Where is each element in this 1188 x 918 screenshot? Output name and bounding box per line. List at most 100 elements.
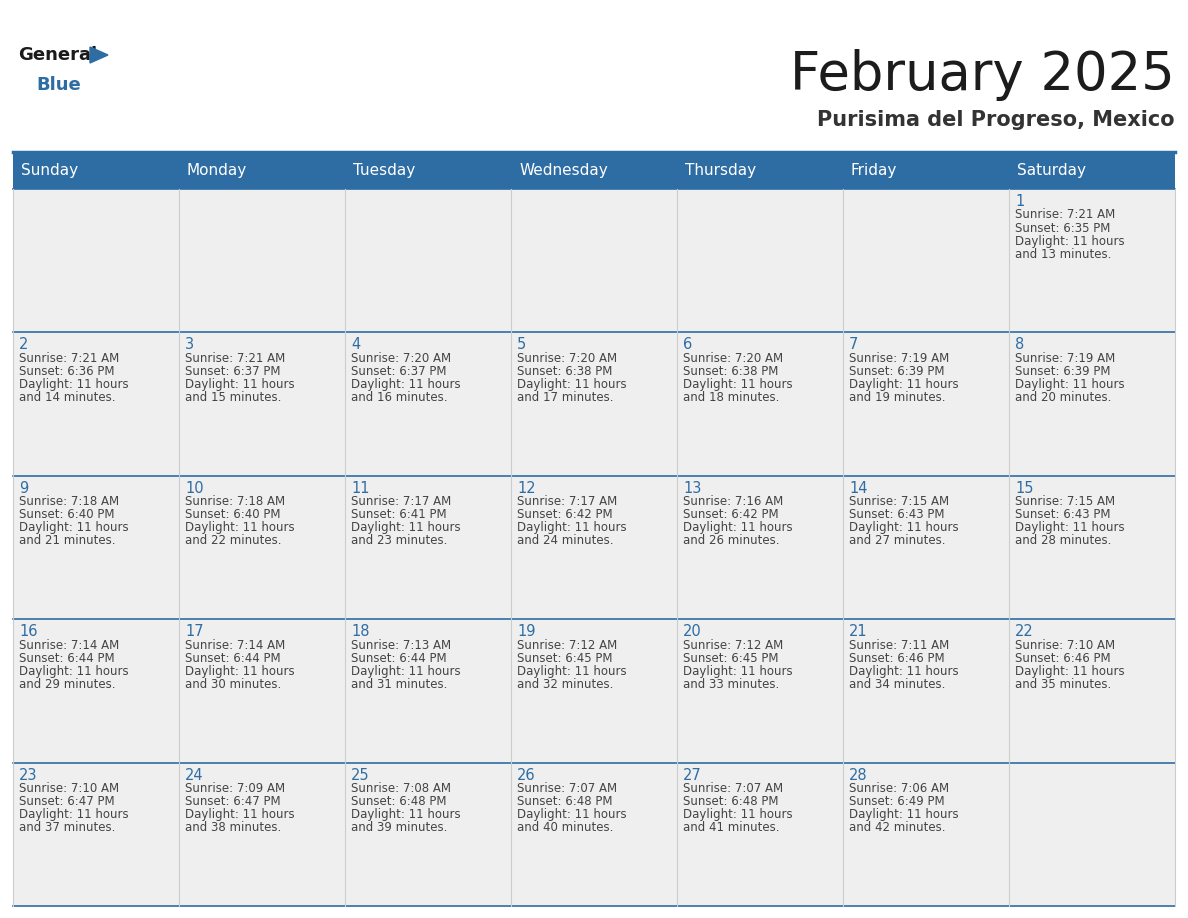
Text: Daylight: 11 hours: Daylight: 11 hours: [1015, 234, 1125, 248]
Bar: [511, 189, 677, 332]
Text: 7: 7: [849, 338, 859, 353]
Text: Daylight: 11 hours: Daylight: 11 hours: [1015, 521, 1125, 534]
Bar: [13, 476, 179, 620]
Text: Daylight: 11 hours: Daylight: 11 hours: [185, 665, 295, 677]
Text: Sunset: 6:48 PM: Sunset: 6:48 PM: [683, 795, 778, 808]
Text: 24: 24: [185, 767, 203, 783]
Text: Sunrise: 7:20 AM: Sunrise: 7:20 AM: [350, 352, 451, 364]
Text: 12: 12: [517, 481, 536, 496]
Bar: [345, 476, 511, 620]
Text: Sunset: 6:44 PM: Sunset: 6:44 PM: [185, 652, 280, 665]
Text: Daylight: 11 hours: Daylight: 11 hours: [185, 808, 295, 821]
Text: 21: 21: [849, 624, 867, 639]
Text: Sunrise: 7:18 AM: Sunrise: 7:18 AM: [19, 496, 119, 509]
Text: Sunrise: 7:07 AM: Sunrise: 7:07 AM: [683, 782, 783, 795]
Bar: [843, 763, 1009, 906]
Text: Sunrise: 7:10 AM: Sunrise: 7:10 AM: [19, 782, 119, 795]
Text: Sunset: 6:46 PM: Sunset: 6:46 PM: [1015, 652, 1111, 665]
Text: Sunset: 6:48 PM: Sunset: 6:48 PM: [350, 795, 447, 808]
Text: 5: 5: [517, 338, 526, 353]
Text: 2: 2: [19, 338, 29, 353]
Text: Purisima del Progreso, Mexico: Purisima del Progreso, Mexico: [817, 110, 1175, 130]
Bar: [843, 620, 1009, 763]
Text: and 33 minutes.: and 33 minutes.: [683, 677, 779, 690]
Text: Sunrise: 7:21 AM: Sunrise: 7:21 AM: [1015, 208, 1116, 221]
Text: Sunrise: 7:16 AM: Sunrise: 7:16 AM: [683, 496, 783, 509]
Text: Daylight: 11 hours: Daylight: 11 hours: [517, 521, 626, 534]
Text: Sunset: 6:38 PM: Sunset: 6:38 PM: [517, 364, 612, 378]
Bar: [179, 332, 345, 476]
Bar: [179, 476, 345, 620]
Text: Sunset: 6:40 PM: Sunset: 6:40 PM: [19, 509, 114, 521]
Text: 15: 15: [1015, 481, 1034, 496]
Text: Sunrise: 7:17 AM: Sunrise: 7:17 AM: [517, 496, 618, 509]
Text: Wednesday: Wednesday: [519, 163, 608, 178]
Text: Daylight: 11 hours: Daylight: 11 hours: [683, 808, 792, 821]
Text: and 26 minutes.: and 26 minutes.: [683, 534, 779, 547]
Text: Sunrise: 7:13 AM: Sunrise: 7:13 AM: [350, 639, 451, 652]
Bar: [677, 332, 843, 476]
Text: and 41 minutes.: and 41 minutes.: [683, 821, 779, 834]
Bar: [345, 620, 511, 763]
Text: Daylight: 11 hours: Daylight: 11 hours: [19, 378, 128, 391]
Text: Daylight: 11 hours: Daylight: 11 hours: [683, 378, 792, 391]
Text: Daylight: 11 hours: Daylight: 11 hours: [849, 665, 959, 677]
Text: Daylight: 11 hours: Daylight: 11 hours: [517, 808, 626, 821]
Text: Sunset: 6:37 PM: Sunset: 6:37 PM: [185, 364, 280, 378]
Text: and 17 minutes.: and 17 minutes.: [517, 391, 613, 404]
Text: 19: 19: [517, 624, 536, 639]
Text: Sunset: 6:44 PM: Sunset: 6:44 PM: [350, 652, 447, 665]
Text: and 39 minutes.: and 39 minutes.: [350, 821, 448, 834]
Text: and 15 minutes.: and 15 minutes.: [185, 391, 282, 404]
Text: Sunset: 6:44 PM: Sunset: 6:44 PM: [19, 652, 114, 665]
Text: Blue: Blue: [36, 76, 81, 94]
Text: Daylight: 11 hours: Daylight: 11 hours: [350, 808, 461, 821]
Text: Sunrise: 7:15 AM: Sunrise: 7:15 AM: [849, 496, 949, 509]
Text: Sunset: 6:45 PM: Sunset: 6:45 PM: [517, 652, 613, 665]
Text: and 32 minutes.: and 32 minutes.: [517, 677, 613, 690]
Text: 22: 22: [1015, 624, 1034, 639]
Text: 20: 20: [683, 624, 702, 639]
Text: and 14 minutes.: and 14 minutes.: [19, 391, 115, 404]
Text: Daylight: 11 hours: Daylight: 11 hours: [350, 378, 461, 391]
Text: Sunset: 6:35 PM: Sunset: 6:35 PM: [1015, 221, 1111, 234]
Text: 1: 1: [1015, 194, 1024, 209]
Text: Daylight: 11 hours: Daylight: 11 hours: [350, 521, 461, 534]
Bar: [511, 332, 677, 476]
Text: Sunrise: 7:08 AM: Sunrise: 7:08 AM: [350, 782, 451, 795]
Text: Sunday: Sunday: [21, 163, 78, 178]
Text: Sunrise: 7:06 AM: Sunrise: 7:06 AM: [849, 782, 949, 795]
Text: Daylight: 11 hours: Daylight: 11 hours: [517, 665, 626, 677]
Text: Sunset: 6:39 PM: Sunset: 6:39 PM: [1015, 364, 1111, 378]
Bar: [511, 763, 677, 906]
Text: Sunrise: 7:21 AM: Sunrise: 7:21 AM: [19, 352, 119, 364]
Bar: [843, 476, 1009, 620]
Text: Sunrise: 7:15 AM: Sunrise: 7:15 AM: [1015, 496, 1116, 509]
Text: February 2025: February 2025: [790, 49, 1175, 101]
Text: and 16 minutes.: and 16 minutes.: [350, 391, 448, 404]
Text: and 24 minutes.: and 24 minutes.: [517, 534, 613, 547]
Bar: [13, 763, 179, 906]
Text: 23: 23: [19, 767, 38, 783]
Text: Sunset: 6:42 PM: Sunset: 6:42 PM: [683, 509, 778, 521]
Text: 13: 13: [683, 481, 701, 496]
Text: Daylight: 11 hours: Daylight: 11 hours: [19, 665, 128, 677]
Bar: [511, 620, 677, 763]
Bar: [179, 189, 345, 332]
Text: 6: 6: [683, 338, 693, 353]
Text: 27: 27: [683, 767, 702, 783]
Text: Daylight: 11 hours: Daylight: 11 hours: [849, 521, 959, 534]
Text: Daylight: 11 hours: Daylight: 11 hours: [517, 378, 626, 391]
Bar: [843, 332, 1009, 476]
Bar: [345, 332, 511, 476]
Text: and 22 minutes.: and 22 minutes.: [185, 534, 282, 547]
Bar: [13, 153, 1175, 189]
Text: Sunrise: 7:18 AM: Sunrise: 7:18 AM: [185, 496, 285, 509]
Text: Sunrise: 7:14 AM: Sunrise: 7:14 AM: [185, 639, 285, 652]
Bar: [179, 620, 345, 763]
Text: 11: 11: [350, 481, 369, 496]
Bar: [1009, 763, 1175, 906]
Bar: [1009, 476, 1175, 620]
Bar: [843, 189, 1009, 332]
Text: Friday: Friday: [851, 163, 897, 178]
